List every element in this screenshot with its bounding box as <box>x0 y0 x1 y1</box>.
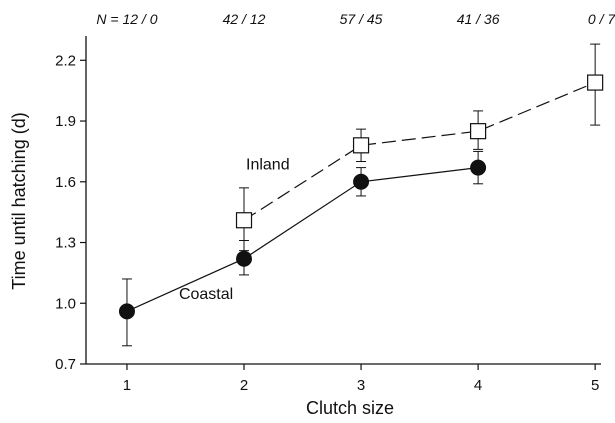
data-point <box>470 123 487 140</box>
y-tick-label: 2.2 <box>55 52 76 69</box>
data-point <box>352 137 370 154</box>
sample-size-label: 57 / 45 <box>340 11 383 27</box>
x-tick-label: 5 <box>591 377 599 394</box>
data-point <box>587 74 604 91</box>
data-point <box>470 159 487 176</box>
x-tick-label: 4 <box>474 377 482 394</box>
data-point <box>236 250 253 267</box>
series-layer: Inland Coastal <box>118 43 604 347</box>
sample-size-label: 41 / 36 <box>457 11 500 27</box>
ticks: 0.7 1.0 1.3 1.6 1.9 2.2 1 2 3 4 5 <box>55 52 599 394</box>
y-tick-label: 1.6 <box>55 174 76 191</box>
series-coastal <box>118 150 487 347</box>
sample-size-labels: N = 12 / 0 42 / 12 57 / 45 41 / 36 0 / 7 <box>96 11 615 27</box>
sample-size-label: 0 / 7 <box>588 11 615 27</box>
data-point <box>118 303 135 320</box>
series-line-coastal <box>126 167 479 312</box>
y-tick-label: 1.0 <box>55 295 76 312</box>
series-line-inland <box>243 82 596 221</box>
y-tick-label: 0.7 <box>55 356 76 373</box>
series-inland <box>235 43 604 252</box>
axes <box>85 36 601 365</box>
y-axis-title: Time until hatching (d) <box>9 112 29 289</box>
series-label-coastal: Coastal <box>179 286 233 303</box>
data-point <box>235 212 253 229</box>
x-tick-label: 1 <box>123 377 131 394</box>
y-tick-label: 1.3 <box>55 235 76 252</box>
x-axis-title: Clutch size <box>306 398 394 418</box>
data-point <box>353 173 370 190</box>
sample-size-label: N = 12 / 0 <box>96 11 157 27</box>
x-tick-label: 2 <box>240 377 248 394</box>
sample-size-label: 42 / 12 <box>223 11 266 27</box>
y-tick-label: 1.9 <box>55 113 76 130</box>
series-label-inland: Inland <box>246 157 290 174</box>
x-tick-label: 3 <box>357 377 365 394</box>
